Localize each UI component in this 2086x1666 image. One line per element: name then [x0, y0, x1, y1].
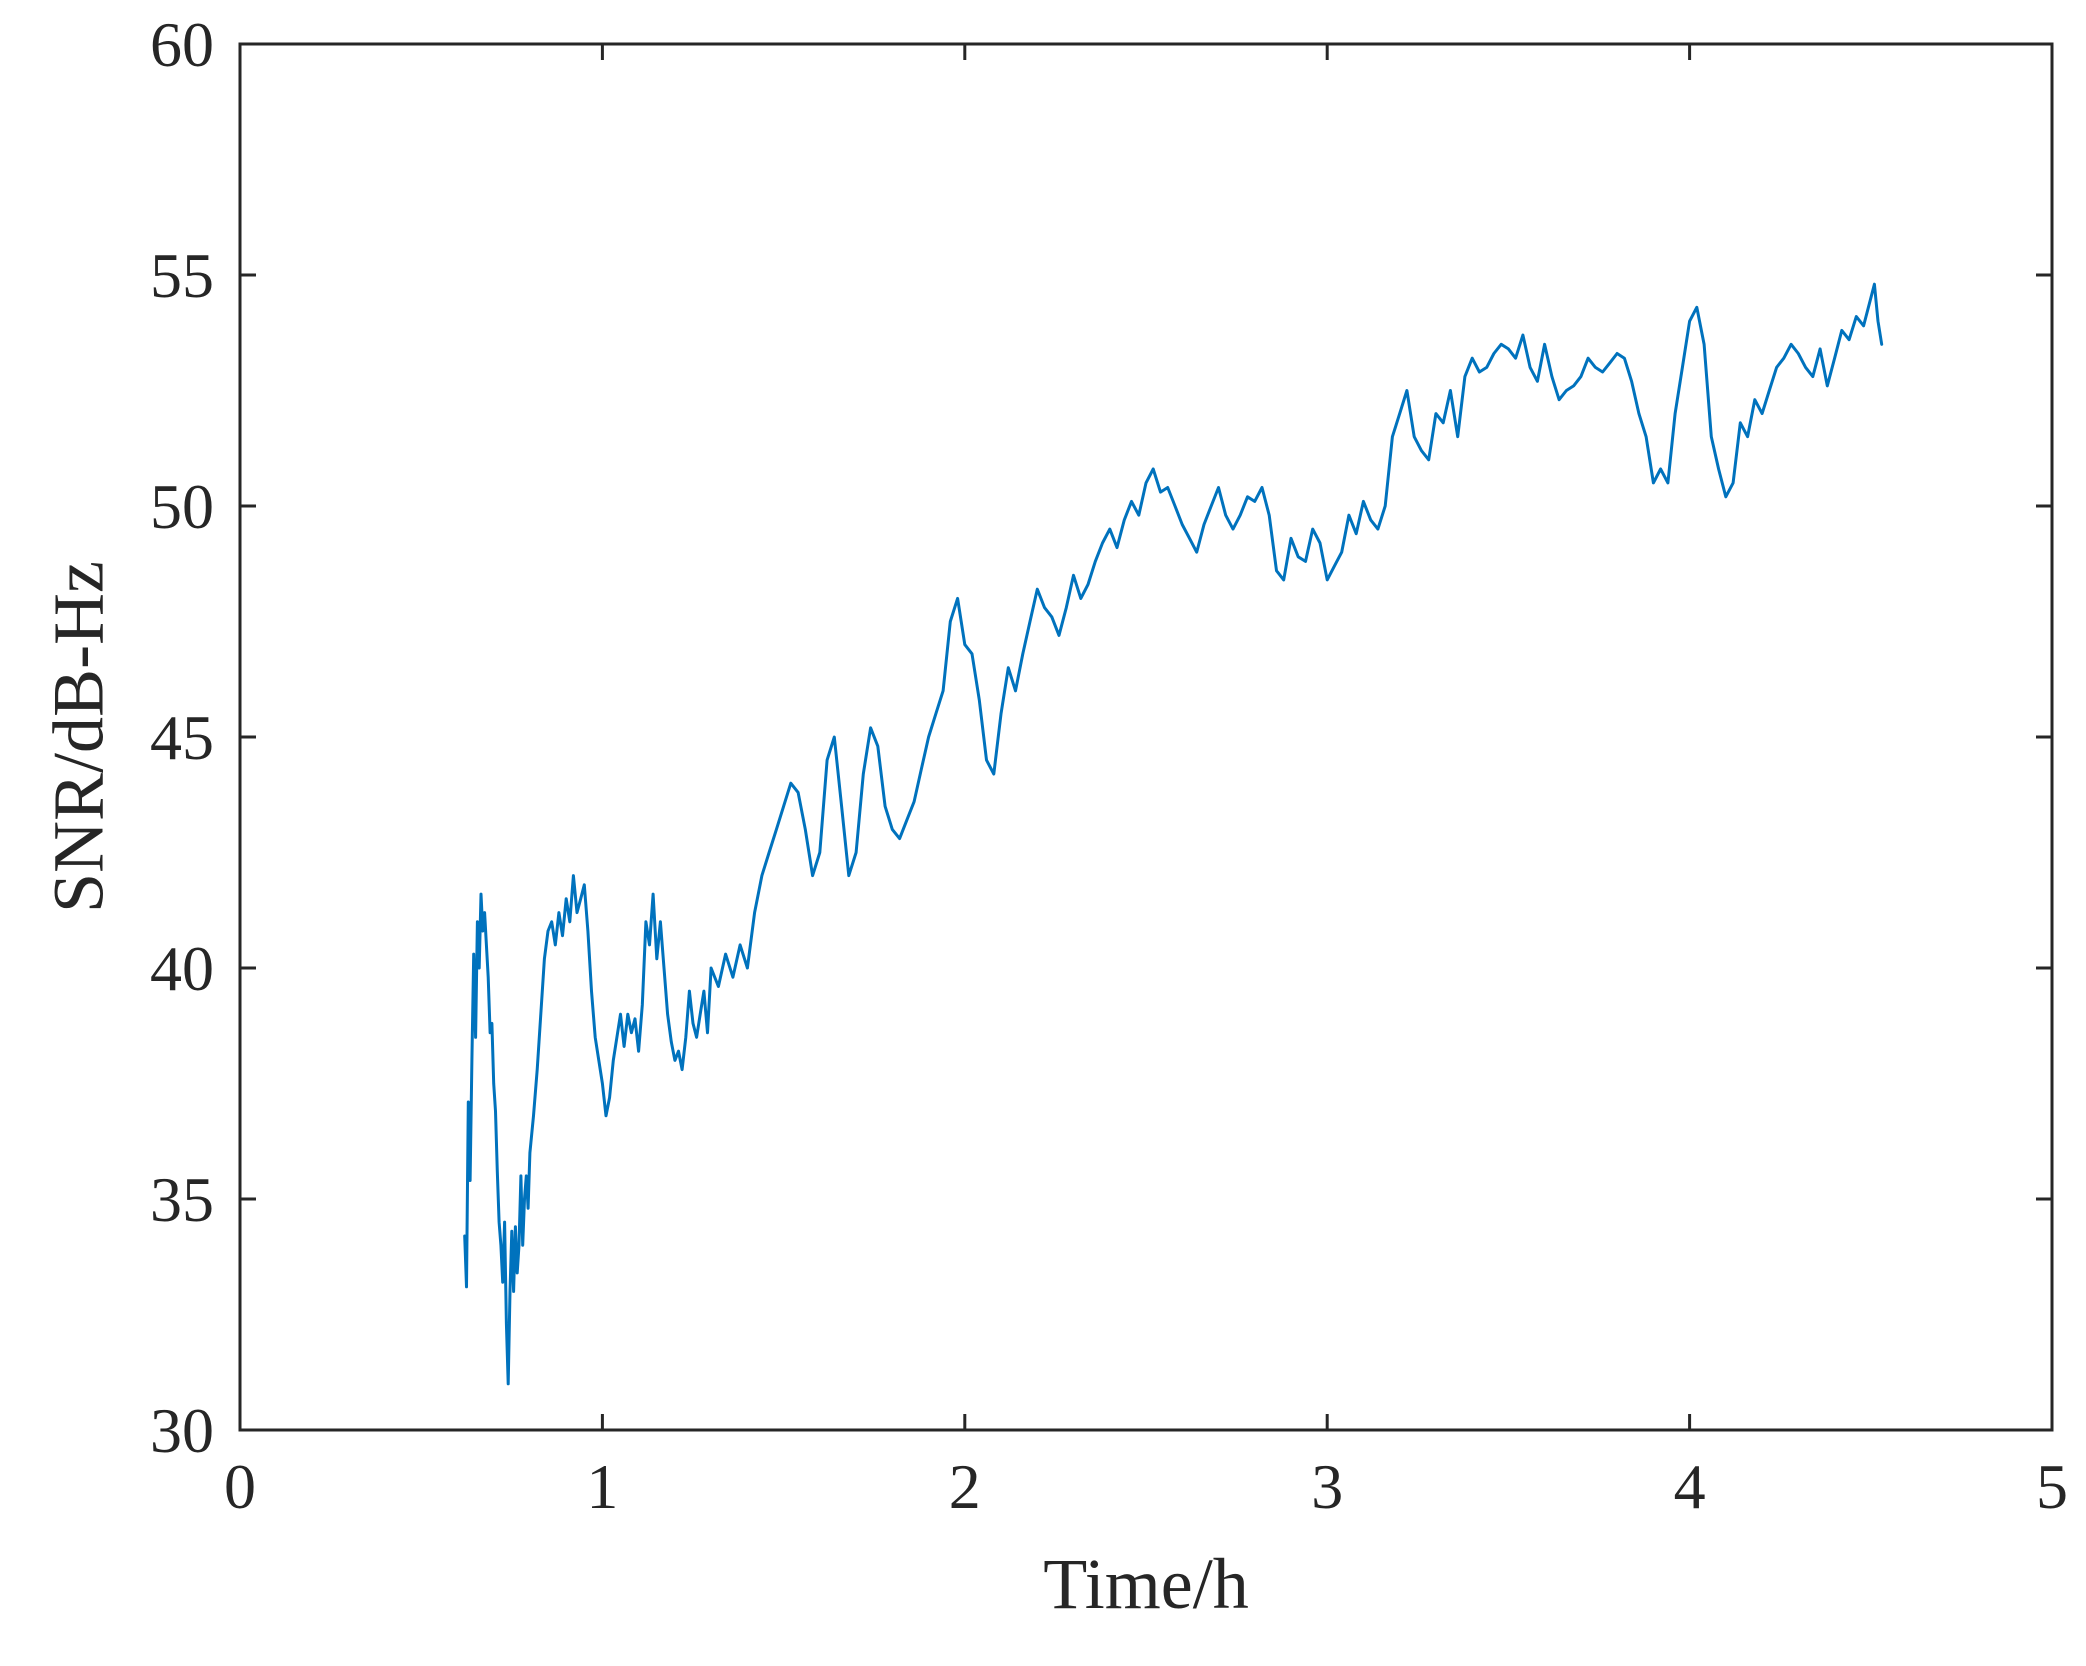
x-tick-label: 1 [586, 1451, 618, 1522]
series-line-0 [463, 282, 1884, 1386]
x-tick-label: 3 [1311, 1451, 1343, 1522]
y-tick-label: 50 [150, 471, 214, 542]
y-tick-label: 35 [150, 1164, 214, 1235]
x-tick-label: 2 [949, 1451, 981, 1522]
y-tick-label: 60 [150, 9, 214, 80]
y-tick-label: 55 [150, 240, 214, 311]
y-tick-label: 30 [150, 1395, 214, 1466]
x-tick-labels: 0 1 2 3 4 5 [224, 1451, 2068, 1522]
x-tick-label: 5 [2036, 1451, 2068, 1522]
x-tick-label: 0 [224, 1451, 256, 1522]
plot-content [463, 282, 1884, 1386]
x-axis-title: Time/h [1043, 1544, 1248, 1624]
plot-frame [238, 42, 2054, 1432]
y-tick-label: 40 [150, 933, 214, 1004]
y-tick-label: 45 [150, 702, 214, 773]
x-tick-label: 4 [1674, 1451, 1706, 1522]
y-axis-title: SNR/dB-Hz [39, 561, 119, 913]
y-tick-labels: 30 35 40 45 50 55 60 [150, 9, 214, 1466]
